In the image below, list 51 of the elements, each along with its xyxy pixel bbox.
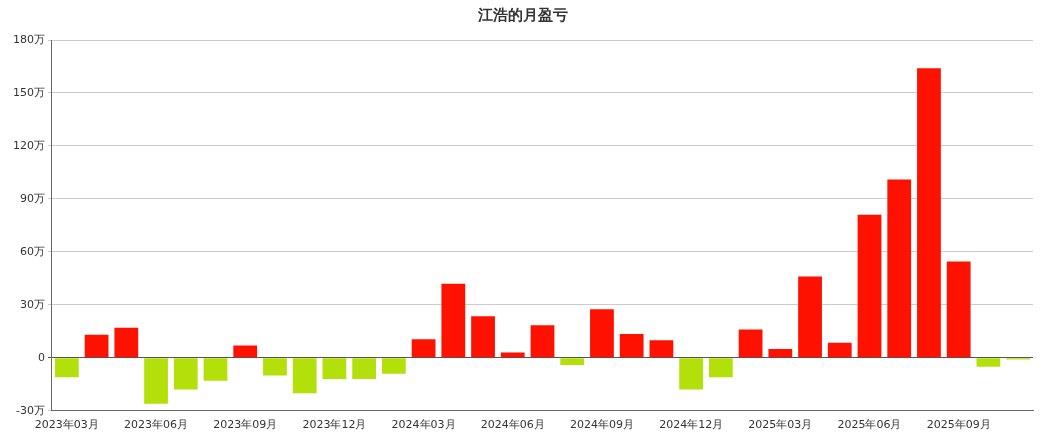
x-tick-label: 2024年03月: [391, 418, 456, 432]
bar: [738, 329, 763, 358]
bar: [292, 358, 317, 394]
bar: [381, 358, 406, 374]
bar: [560, 358, 585, 365]
bar: [233, 345, 258, 358]
bar: [530, 325, 555, 358]
y-tick-label: 90万: [20, 191, 45, 205]
bar: [798, 276, 822, 358]
bar: [708, 358, 733, 378]
bar: [84, 334, 109, 358]
bar: [768, 349, 793, 358]
bar: [411, 339, 436, 358]
y-tick-label: 180万: [13, 32, 45, 46]
bar: [679, 358, 704, 390]
bar: [54, 358, 79, 378]
x-tick-label: 2023年12月: [302, 418, 367, 432]
y-tick-label: -30万: [16, 403, 45, 417]
bar: [649, 340, 674, 358]
x-tick-label: 2024年09月: [569, 418, 634, 432]
bar: [203, 358, 228, 381]
x-tick-label: 2024年12月: [659, 418, 724, 432]
x-tick-label: 2023年09月: [213, 418, 278, 432]
bar: [946, 261, 971, 358]
bar: [263, 358, 287, 376]
bar: [590, 309, 614, 358]
bar: [976, 358, 1001, 367]
y-tick-label: 150万: [13, 85, 45, 99]
x-tick-label: 2025年09月: [926, 418, 991, 432]
x-tick-label: 2025年03月: [748, 418, 813, 432]
chart-title: 江浩的月盈亏: [476, 6, 569, 25]
bar: [471, 316, 495, 358]
x-tick-label: 2023年06月: [124, 418, 189, 432]
y-tick-label: 120万: [13, 138, 45, 152]
bar: [619, 333, 644, 358]
bar: [857, 214, 882, 358]
bar: [322, 358, 347, 380]
bar: [144, 358, 168, 404]
y-tick-label: 60万: [20, 244, 45, 258]
bar: [114, 327, 139, 358]
bar: [887, 179, 912, 358]
bar: [827, 342, 852, 358]
x-tick-label: 2023年03月: [34, 418, 99, 432]
bar: [173, 358, 198, 390]
y-tick-label: 30万: [20, 297, 45, 311]
x-tick-label: 2025年06月: [837, 418, 902, 432]
x-tick-label: 2024年06月: [480, 418, 545, 432]
bar: [917, 68, 941, 358]
y-tick-label: 0: [38, 350, 45, 364]
bar: [441, 283, 466, 358]
bar: [352, 358, 377, 380]
